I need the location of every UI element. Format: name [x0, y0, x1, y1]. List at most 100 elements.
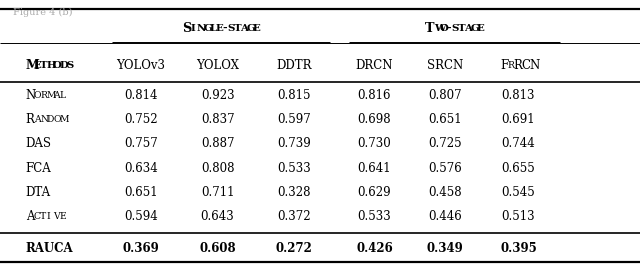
Text: O: O — [53, 115, 61, 124]
Text: 0.458: 0.458 — [428, 186, 461, 199]
Text: RAUCA: RAUCA — [26, 242, 73, 255]
Text: 0.808: 0.808 — [201, 162, 234, 175]
Text: E: E — [477, 24, 484, 33]
Text: 0.328: 0.328 — [278, 186, 311, 199]
Text: T: T — [40, 212, 47, 221]
Text: DTA: DTA — [26, 186, 51, 199]
Text: 0.395: 0.395 — [500, 242, 537, 255]
Text: A: A — [34, 115, 40, 124]
Text: A: A — [240, 24, 248, 33]
Text: N: N — [529, 59, 540, 72]
Text: E: E — [60, 212, 67, 221]
Text: N: N — [40, 115, 49, 124]
Text: C: C — [34, 212, 41, 221]
Text: O: O — [53, 61, 62, 70]
Text: DDTR: DDTR — [276, 59, 312, 72]
Text: Figure 4 (b): Figure 4 (b) — [13, 8, 72, 17]
Text: 0.426: 0.426 — [356, 242, 393, 255]
Text: 0.655: 0.655 — [502, 162, 535, 175]
Text: 0.643: 0.643 — [201, 210, 234, 223]
Text: 0.730: 0.730 — [358, 137, 391, 150]
Text: R: R — [514, 59, 522, 72]
Text: 0.813: 0.813 — [502, 89, 535, 102]
Text: 0.814: 0.814 — [124, 89, 157, 102]
Text: 0.752: 0.752 — [124, 113, 157, 126]
Text: 0.725: 0.725 — [428, 137, 461, 150]
Text: 0.739: 0.739 — [278, 137, 311, 150]
Text: 0.533: 0.533 — [278, 162, 311, 175]
Text: I: I — [47, 212, 51, 221]
Text: O: O — [34, 91, 42, 100]
Text: YOLOv3: YOLOv3 — [116, 59, 165, 72]
Text: O: O — [440, 24, 449, 33]
Text: V: V — [53, 212, 60, 221]
Text: E: E — [253, 24, 260, 33]
Text: E: E — [216, 24, 224, 33]
Text: YOLOX: YOLOX — [196, 59, 239, 72]
Text: 0.923: 0.923 — [201, 89, 234, 102]
Text: 0.629: 0.629 — [358, 186, 391, 199]
Text: A: A — [53, 91, 60, 100]
Text: 0.372: 0.372 — [278, 210, 311, 223]
Text: S: S — [182, 22, 191, 35]
Text: L: L — [60, 91, 66, 100]
Text: 0.272: 0.272 — [276, 242, 313, 255]
Text: W: W — [434, 24, 445, 33]
Text: -: - — [223, 23, 227, 34]
Text: 0.576: 0.576 — [428, 162, 461, 175]
Text: N: N — [197, 24, 206, 33]
Text: DRCN: DRCN — [356, 59, 393, 72]
Text: T: T — [40, 61, 48, 70]
Text: E: E — [34, 61, 42, 70]
Text: 0.807: 0.807 — [428, 89, 461, 102]
Text: -: - — [447, 23, 451, 34]
Text: F: F — [500, 59, 508, 72]
Text: 0.597: 0.597 — [278, 113, 311, 126]
Text: I: I — [191, 24, 195, 33]
Text: A: A — [464, 24, 472, 33]
Text: DAS: DAS — [26, 137, 52, 150]
Text: S: S — [227, 24, 234, 33]
Text: 0.887: 0.887 — [201, 137, 234, 150]
Text: C: C — [522, 59, 531, 72]
Text: D: D — [60, 61, 68, 70]
Text: 0.837: 0.837 — [201, 113, 234, 126]
Text: G: G — [470, 24, 479, 33]
Text: R: R — [508, 61, 515, 70]
Text: T: T — [458, 24, 465, 33]
Text: 0.691: 0.691 — [502, 113, 535, 126]
Text: A: A — [26, 210, 34, 223]
Text: L: L — [210, 24, 217, 33]
Text: G: G — [246, 24, 255, 33]
Text: G: G — [204, 24, 212, 33]
Text: 0.641: 0.641 — [358, 162, 391, 175]
Text: 0.698: 0.698 — [358, 113, 391, 126]
Text: 0.757: 0.757 — [124, 137, 157, 150]
Text: 0.446: 0.446 — [428, 210, 461, 223]
Text: 0.545: 0.545 — [502, 186, 535, 199]
Text: T: T — [234, 24, 241, 33]
Text: H: H — [47, 61, 56, 70]
Text: 0.533: 0.533 — [358, 210, 391, 223]
Text: 0.744: 0.744 — [502, 137, 535, 150]
Text: D: D — [47, 115, 54, 124]
Text: 0.815: 0.815 — [278, 89, 311, 102]
Text: S: S — [451, 24, 458, 33]
Text: N: N — [26, 89, 36, 102]
Text: S: S — [66, 61, 73, 70]
Text: 0.349: 0.349 — [426, 242, 463, 255]
Text: FCA: FCA — [26, 162, 51, 175]
Text: M: M — [26, 59, 39, 72]
Text: 0.816: 0.816 — [358, 89, 391, 102]
Text: 0.651: 0.651 — [124, 186, 157, 199]
Text: M: M — [60, 115, 69, 124]
Text: 0.711: 0.711 — [201, 186, 234, 199]
Text: 0.369: 0.369 — [122, 242, 159, 255]
Text: R: R — [26, 113, 35, 126]
Text: T: T — [426, 22, 435, 35]
Text: 0.594: 0.594 — [124, 210, 157, 223]
Text: M: M — [47, 91, 56, 100]
Text: 0.608: 0.608 — [199, 242, 236, 255]
Text: R: R — [40, 91, 47, 100]
Text: SRCN: SRCN — [427, 59, 463, 72]
